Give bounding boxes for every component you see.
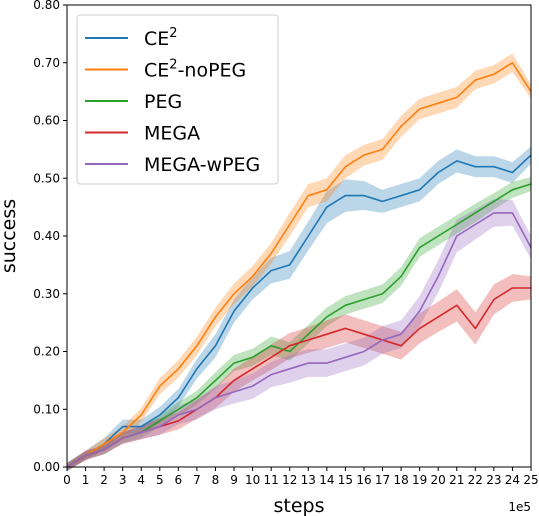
x-tick-label: 2 xyxy=(100,473,108,487)
x-tick-label: 4 xyxy=(137,473,145,487)
series-band-2 xyxy=(67,177,531,471)
y-tick-label: 0.40 xyxy=(33,229,60,243)
series-line-1 xyxy=(66,61,532,468)
x-tick-label: 25 xyxy=(523,473,538,487)
y-tick-label: 0.50 xyxy=(33,171,60,185)
series-band-1 xyxy=(67,53,531,471)
x-tick-label: 16 xyxy=(356,473,371,487)
legend-label-1: CE2-noPEG xyxy=(144,58,246,82)
legend-label-2: PEG xyxy=(144,91,182,113)
legend-label-4: MEGA-wPEG xyxy=(144,154,260,176)
x-tick-label: 13 xyxy=(301,473,316,487)
legend: CE2 CE2-noPEG PEG MEGA MEGA-wPEG xyxy=(76,14,279,185)
y-tick-label: 0.80 xyxy=(33,0,60,12)
x-tick-label: 18 xyxy=(393,473,408,487)
series-band-3 xyxy=(67,274,531,471)
x-tick-label: 5 xyxy=(156,473,164,487)
y-tick-label: 0.10 xyxy=(33,402,60,416)
x-tick-label: 21 xyxy=(449,473,464,487)
legend-label-0: CE2 xyxy=(144,26,178,50)
x-tick-label: 22 xyxy=(468,473,483,487)
series-lines xyxy=(66,61,532,468)
x-tick-label: 3 xyxy=(119,473,127,487)
x-tick-label: 17 xyxy=(375,473,390,487)
x-tick-label: 0 xyxy=(63,473,71,487)
x-tick-label: 15 xyxy=(338,473,353,487)
y-tick-label: 0.60 xyxy=(33,114,60,128)
x-tick-label: 11 xyxy=(264,473,279,487)
x-tick-label: 19 xyxy=(412,473,427,487)
series-line-0 xyxy=(66,154,532,468)
y-axis-label: success xyxy=(0,199,20,273)
x-tick-label: 20 xyxy=(431,473,446,487)
series-line-4 xyxy=(66,212,532,468)
x-tick-label: 6 xyxy=(175,473,183,487)
x-tick-label: 23 xyxy=(486,473,501,487)
x-tick-label: 10 xyxy=(245,473,260,487)
y-tick-label: 0.20 xyxy=(33,345,60,359)
x-axis-ticks: 0 1 2 3 4 5 6 7 8 9 10 11 12 13 14 15 16 17 18 19 20 21 22 23 24… xyxy=(63,467,539,487)
x-axis-label: steps xyxy=(274,495,325,516)
x-tick-label: 12 xyxy=(282,473,297,487)
y-axis-ticks: 0.00 0.10 0.20 0.30 0.40 0.50 0.60 0.70 0.80 xyxy=(33,0,67,474)
x-tick-label: 8 xyxy=(212,473,220,487)
legend-box xyxy=(76,14,279,185)
x-tick-label: 9 xyxy=(230,473,238,487)
x-tick-label: 14 xyxy=(319,473,334,487)
y-tick-label: 0.00 xyxy=(33,460,60,474)
y-tick-label: 0.70 xyxy=(33,56,60,70)
legend-label-3: MEGA xyxy=(144,123,200,145)
x-tick-label: 24 xyxy=(505,473,520,487)
x-tick-label: 7 xyxy=(193,473,201,487)
x-tick-label: 1 xyxy=(82,473,90,487)
y-tick-label: 0.30 xyxy=(33,287,60,301)
x-axis-offset-label: 1e5 xyxy=(508,500,531,514)
